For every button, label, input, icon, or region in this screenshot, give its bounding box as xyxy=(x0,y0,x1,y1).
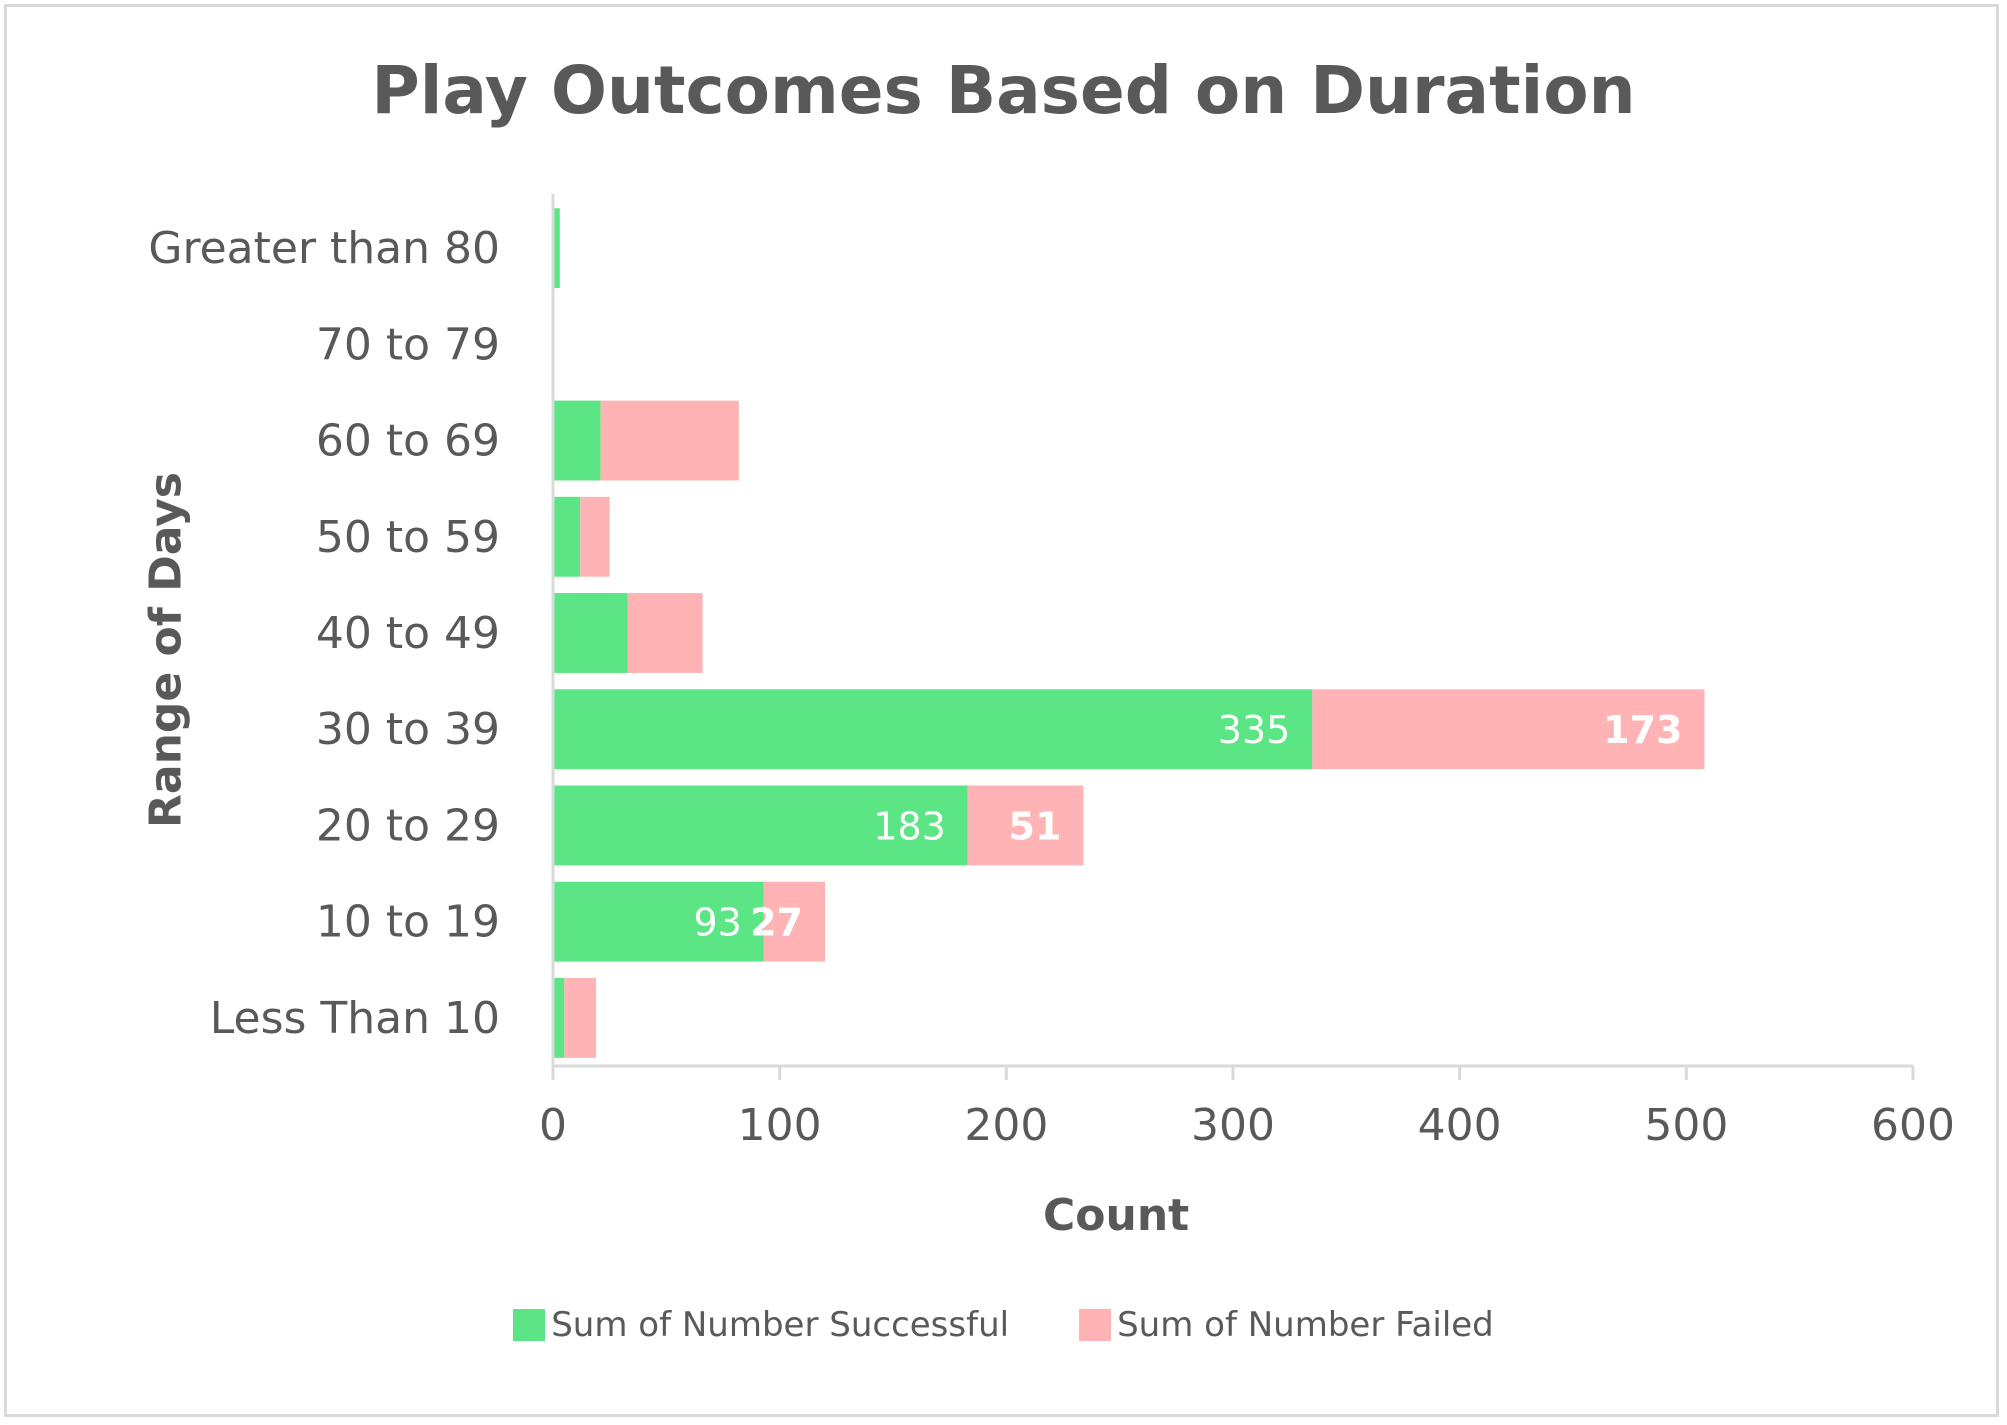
bar-successful xyxy=(553,881,764,962)
legend-item-failed: Sum of Number Failed xyxy=(1079,1305,1494,1345)
axes-group xyxy=(551,194,1915,1080)
y-tick-label: 40 to 49 xyxy=(316,608,500,659)
bar-failed xyxy=(600,400,739,481)
bar-successful xyxy=(553,400,601,481)
bar-successful xyxy=(553,977,565,1058)
legend: Sum of Number Successful Sum of Number F… xyxy=(0,1305,2007,1345)
bar-failed xyxy=(627,593,703,673)
x-tick-label: 600 xyxy=(1871,1100,1955,1151)
y-tick-label: Greater than 80 xyxy=(148,223,500,274)
bar-failed xyxy=(1312,689,1705,770)
bar-failed xyxy=(967,785,1084,866)
legend-item-successful: Sum of Number Successful xyxy=(513,1305,1009,1345)
bar-successful xyxy=(553,689,1313,770)
bar-successful xyxy=(553,593,628,673)
bars-group xyxy=(553,208,1705,1058)
bar-failed xyxy=(580,496,610,577)
y-tick-label: 70 to 79 xyxy=(316,319,500,370)
chart-title: Play Outcomes Based on Duration xyxy=(371,52,1636,129)
bar-failed xyxy=(564,977,597,1058)
legend-swatch-failed xyxy=(1079,1309,1112,1341)
data-label: 27 xyxy=(750,901,803,945)
bar-successful xyxy=(553,496,581,577)
legend-label-successful: Sum of Number Successful xyxy=(551,1305,1010,1345)
x-tick-label: 200 xyxy=(964,1100,1048,1151)
y-tick-label: 60 to 69 xyxy=(316,416,500,467)
x-tick-label: 400 xyxy=(1418,1100,1502,1151)
y-tick-label: Less Than 10 xyxy=(210,993,500,1044)
x-tick-label: 100 xyxy=(738,1100,822,1151)
data-label: 93 xyxy=(693,901,741,945)
bar-successful xyxy=(553,208,560,289)
data-label: 335 xyxy=(1218,708,1291,752)
x-axis-title: Count xyxy=(1043,1190,1190,1241)
bar-successful xyxy=(553,785,968,866)
y-tick-label: 20 to 29 xyxy=(316,800,500,851)
y-tick-label: 30 to 39 xyxy=(316,704,500,755)
x-tick-label: 300 xyxy=(1191,1100,1275,1151)
legend-swatch-successful xyxy=(513,1309,546,1341)
data-label: 51 xyxy=(1009,804,1062,848)
data-label: 173 xyxy=(1603,708,1682,752)
x-tick-label: 500 xyxy=(1644,1100,1728,1151)
y-axis-title: Range of Days xyxy=(140,472,192,828)
x-tick-label: 0 xyxy=(539,1100,567,1151)
y-tick-label: 50 to 59 xyxy=(316,512,500,563)
y-tick-label: 10 to 19 xyxy=(316,897,500,948)
data-label: 183 xyxy=(873,804,946,848)
labels-group: Less Than 10 93 27 10 to 19 183 51 20 to 29 335… xyxy=(148,223,1955,1151)
legend-label-failed: Sum of Number Failed xyxy=(1117,1305,1494,1345)
bar-failed xyxy=(763,881,825,962)
